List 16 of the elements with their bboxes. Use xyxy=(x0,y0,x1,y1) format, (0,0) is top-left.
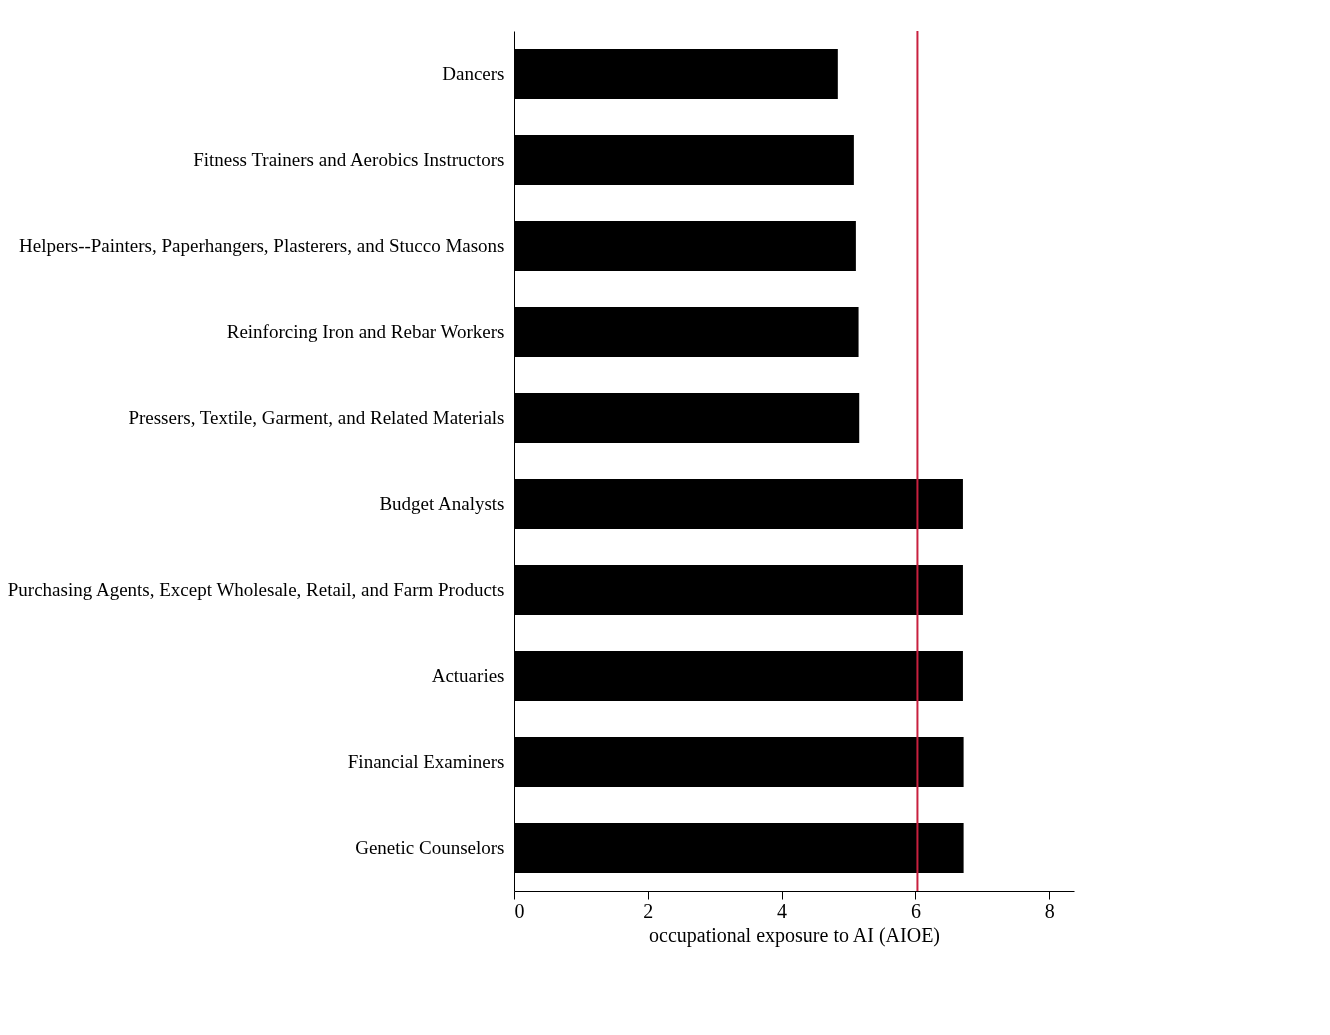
x-axis-title: occupational exposure to AI (AIOE) xyxy=(648,923,941,947)
y-tick-label: Dancers xyxy=(442,63,505,84)
y-tick-label: Reinforcing Iron and Rebar Workers xyxy=(226,321,505,342)
y-tick-label: Budget Analysts xyxy=(379,493,505,514)
x-tick-label: 4 xyxy=(777,899,788,922)
y-tick-label: Fitness Trainers and Aerobics Instructors xyxy=(193,149,505,170)
y-tick-label: Actuaries xyxy=(431,665,505,686)
y-tick-label: Purchasing Agents, Except Wholesale, Retail, and Farm Products xyxy=(7,579,505,600)
y-tick-label: Genetic Counselors xyxy=(355,837,505,858)
x-tick-label: 6 xyxy=(910,899,921,922)
x-tick-label: 8 xyxy=(1044,899,1055,922)
y-tick-label: Helpers--Painters, Paperhangers, Plasterers, and Stucco Masons xyxy=(19,235,505,256)
y-tick-label: Pressers, Textile, Garment, and Related Materials xyxy=(128,407,505,428)
x-tick-label: 2 xyxy=(643,899,654,922)
x-tick-label: 0 xyxy=(514,899,525,922)
y-tick-label: Financial Examiners xyxy=(347,751,505,772)
